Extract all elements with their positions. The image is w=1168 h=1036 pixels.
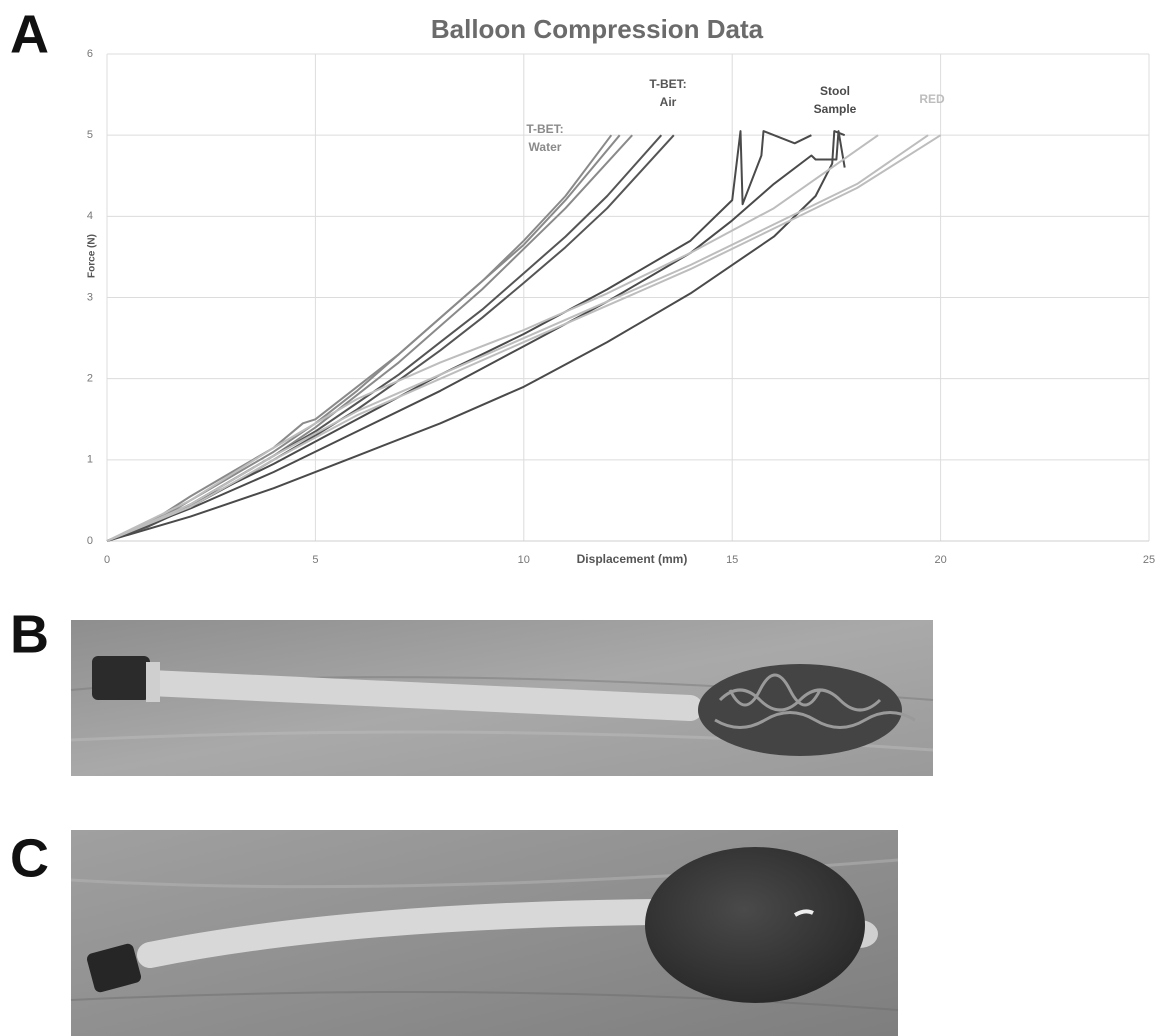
x-tick-label: 0: [104, 554, 110, 566]
annotation: T-BET:: [526, 122, 563, 136]
annotation: Water: [529, 140, 562, 154]
y-tick-label: 0: [87, 535, 93, 547]
y-axis-label: Force (N): [87, 234, 98, 278]
panel-label: C: [10, 828, 49, 888]
annotation: Air: [660, 95, 677, 109]
x-tick-label: 15: [726, 554, 738, 566]
figure: A B C 0 1 2 3 4 5 6 0 5 10 15 20 25 Balloon Compressi…: [0, 0, 1168, 1036]
data-line: [107, 135, 661, 541]
x-tick-label: 20: [934, 554, 946, 566]
x-axis-label: Displacement (mm): [577, 552, 688, 566]
y-tick-label: 1: [87, 454, 93, 466]
y-tick-label: 2: [87, 373, 93, 385]
chart-title: Balloon Compression Data: [431, 14, 764, 44]
annotation: RED: [919, 92, 945, 106]
photo-c: [71, 830, 898, 1036]
y-tick-label: 4: [87, 210, 93, 222]
x-tick-label: 25: [1143, 554, 1155, 566]
data-line: [107, 135, 632, 541]
annotation: Sample: [814, 102, 857, 116]
panel-label: B: [10, 604, 49, 664]
data-line: [107, 135, 674, 541]
annotation: T-BET:: [649, 77, 686, 91]
y-tick-label: 6: [87, 48, 93, 60]
annotation: Stool: [820, 84, 850, 98]
y-tick-label: 5: [87, 129, 93, 141]
panel-label: A: [10, 4, 49, 64]
x-tick-label: 5: [312, 554, 318, 566]
x-tick-label: 10: [518, 554, 530, 566]
y-tick-label: 3: [87, 291, 93, 303]
data-line: [107, 135, 620, 541]
photo-b: [71, 620, 933, 776]
data-line: [107, 135, 878, 541]
data-line: [107, 135, 611, 541]
